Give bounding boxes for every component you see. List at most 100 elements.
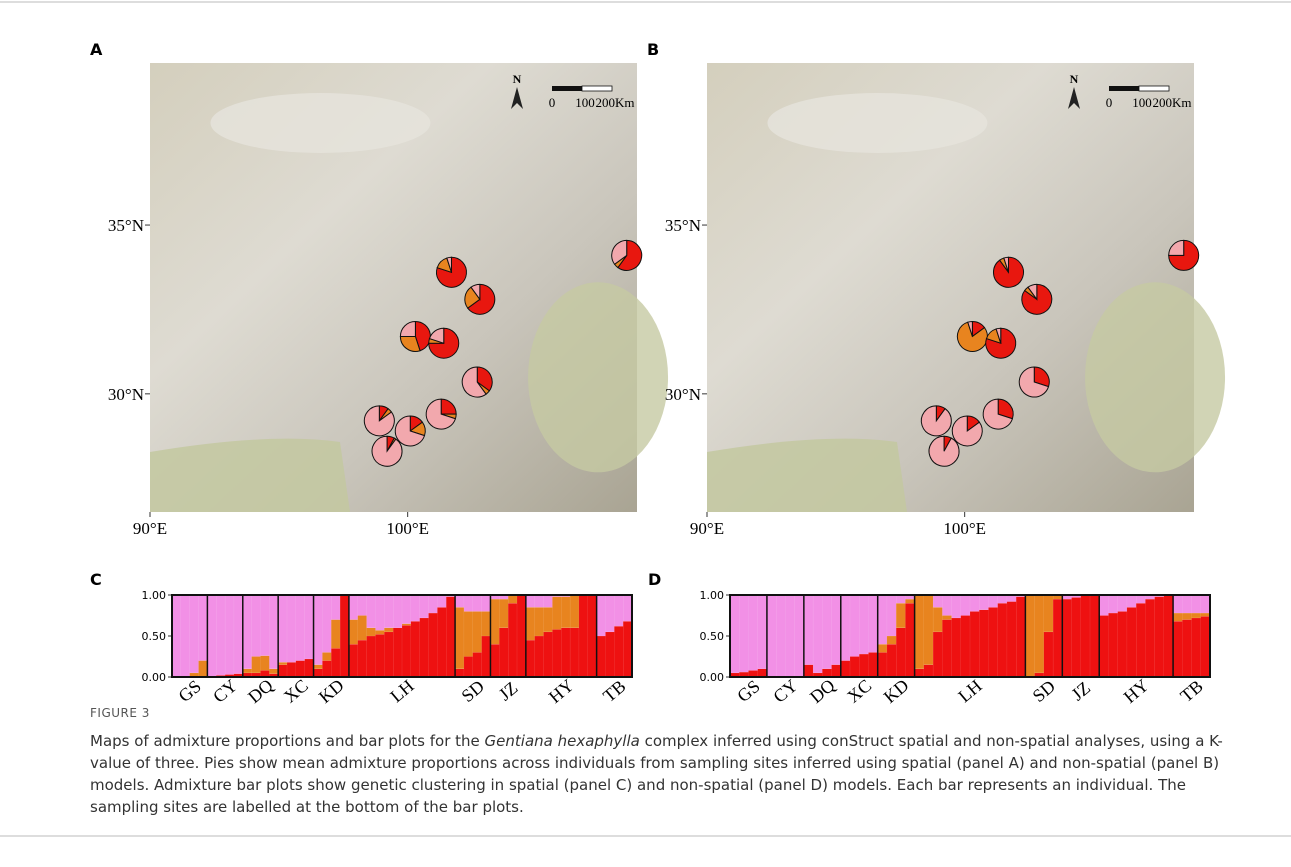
bar-segment [758, 669, 768, 677]
bar-segment [384, 632, 393, 677]
bar-segment [305, 659, 314, 677]
bar-segment [278, 665, 287, 677]
bar-segment [490, 599, 499, 644]
caption-part: ) and non-spatial (panel [626, 776, 810, 794]
bar-segment [526, 595, 535, 607]
scale-label: 0 [1106, 95, 1113, 110]
bar-segment [998, 595, 1008, 603]
bar-segment [314, 595, 323, 665]
scale-bar-white [1139, 86, 1169, 91]
bar-segment [482, 636, 491, 677]
y-tick-label: 1.00 [700, 589, 725, 602]
bar-segment [322, 595, 331, 652]
bar-segment [349, 620, 358, 645]
bar-segment [1072, 597, 1082, 677]
bar-segment [841, 595, 851, 661]
caption-text: Maps of admixture proportions and bar pl… [90, 730, 1240, 818]
bar-segment [340, 595, 349, 677]
bar-segment [1136, 595, 1146, 603]
bar-segment [924, 665, 934, 677]
bar-segment [1164, 595, 1174, 677]
bar-segment [961, 595, 971, 616]
bar-segment [375, 595, 384, 630]
bar-segment [367, 628, 376, 636]
bar-segment [499, 628, 508, 677]
scale-label: 100 [1132, 95, 1152, 110]
bar-segment [1155, 597, 1165, 677]
bar-segment [1099, 595, 1109, 616]
bar-segment [429, 613, 438, 677]
bar-segment [597, 595, 606, 636]
bar-segment [243, 669, 252, 673]
figure-label: FIGURE 3 [90, 702, 1240, 724]
bar-segment [1127, 595, 1137, 607]
bar-segment [473, 611, 482, 652]
scale-label: 200Km [1153, 95, 1192, 110]
bar-segment [1016, 597, 1026, 677]
bar-segment [420, 595, 429, 618]
pie [400, 321, 430, 351]
bar-segment [464, 611, 473, 656]
bar-segment [473, 595, 482, 611]
map-basin-light [210, 93, 430, 153]
map-lowland [150, 439, 350, 512]
bar-segment [544, 632, 553, 677]
bar-segment [349, 644, 358, 677]
bar-segment [331, 595, 340, 620]
pie [921, 406, 951, 436]
bar-segment [988, 607, 998, 677]
bar-segment [795, 595, 805, 677]
pie [983, 399, 1013, 429]
panel-label: C [90, 570, 102, 589]
bar-segment [998, 603, 1008, 677]
y-tick-label: 0.50 [142, 630, 167, 643]
pie [1019, 367, 1049, 397]
bar-segment [878, 595, 888, 644]
bar-segment [1062, 599, 1072, 677]
x-tick-label: JZ [1067, 678, 1094, 705]
bar-segment [915, 595, 925, 669]
bar-segment [411, 595, 420, 621]
bar-segment [1136, 603, 1146, 677]
bar-segment [942, 616, 952, 620]
bar-segment [199, 595, 208, 661]
bar-segment [349, 595, 358, 620]
bar-segment [305, 595, 314, 659]
y-tick-label: 0.50 [700, 630, 725, 643]
bar-segment [952, 618, 962, 677]
bar-segment [367, 636, 376, 677]
north-label: N [513, 72, 522, 86]
map-basin-light [767, 93, 987, 153]
bar-segment [1173, 595, 1183, 613]
caption-part: A [1009, 754, 1019, 772]
pie [1022, 284, 1052, 314]
pie [429, 328, 459, 358]
bar-segment [473, 652, 482, 677]
bar-segment [526, 640, 535, 677]
bar-segment [437, 595, 446, 607]
panel-label: D [648, 570, 661, 589]
bar-segment [260, 656, 269, 671]
bar-segment [970, 611, 980, 677]
bar-segment [933, 595, 943, 607]
bar-segment [358, 640, 367, 677]
bar-segment [278, 595, 287, 662]
bar-segment [832, 595, 842, 665]
bar-segment [552, 597, 561, 630]
bar-segment [887, 644, 897, 677]
x-tick-label: 100°E [943, 519, 986, 538]
bar-segment [517, 595, 526, 677]
bar-segment [455, 669, 464, 677]
bar-segment [1182, 613, 1192, 620]
bar-segment [367, 595, 376, 628]
caption-part: ) and non-spatial (panel [1019, 754, 1203, 772]
bar-segment [850, 657, 860, 678]
scale-bar-black [1109, 86, 1139, 91]
panel-label: B [647, 40, 659, 59]
pie [986, 328, 1016, 358]
north-label: N [1070, 72, 1079, 86]
bar-segment [896, 628, 906, 677]
caption-part: D [811, 776, 823, 794]
caption: FIGURE 3 Maps of admixture proportions a… [90, 702, 1240, 818]
scale-bar-black [552, 86, 582, 91]
